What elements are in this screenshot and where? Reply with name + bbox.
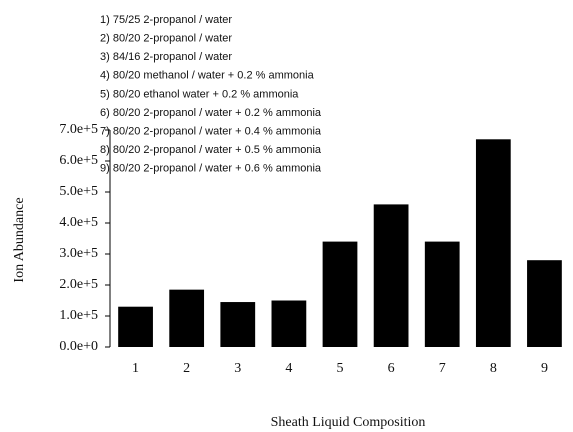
y-tick-label: 1.0e+5 [59,308,98,323]
bar [220,302,256,347]
y-tick-label: 5.0e+5 [59,184,98,199]
x-tick-label: 8 [490,361,497,376]
y-axis-title: Ion Abundance [12,197,27,282]
x-tick-label: 6 [388,361,395,376]
legend-note: 6) 80/20 2-propanol / water + 0.2 % ammo… [100,107,322,119]
bar [271,300,307,347]
y-tick-label: 6.0e+5 [59,153,98,168]
bar [169,289,205,347]
legend-note: 9) 80/20 2-propanol / water + 0.6 % ammo… [100,163,322,175]
bar [373,204,409,347]
legend-note: 4) 80/20 methanol / water + 0.2 % ammoni… [100,70,315,82]
legend-note: 5) 80/20 ethanol water + 0.2 % ammonia [100,88,299,100]
legend-note: 7) 80/20 2-propanol / water + 0.4 % ammo… [100,126,322,138]
x-tick-label: 3 [234,361,241,376]
x-tick-label: 1 [132,361,139,376]
y-tick-label: 7.0e+5 [59,122,98,137]
legend-note: 2) 80/20 2-propanol / water [100,33,232,45]
legend-note: 3) 84/16 2-propanol / water [100,51,232,63]
bar [424,241,460,347]
x-tick-label: 7 [439,361,446,376]
x-tick-label: 5 [337,361,344,376]
bar [322,241,358,347]
x-axis-title: Sheath Liquid Composition [271,415,426,430]
x-tick-label: 2 [183,361,190,376]
bar [475,139,511,347]
bar [118,306,153,347]
legend-note: 8) 80/20 2-propanol / water + 0.5 % ammo… [100,144,322,156]
legend-note: 1) 75/25 2-propanol / water [100,14,232,26]
bar [527,260,562,347]
x-tick-label: 9 [541,361,548,376]
y-tick-label: 3.0e+5 [59,246,98,261]
y-tick-label: 4.0e+5 [59,215,98,230]
x-tick-label: 4 [285,361,292,376]
y-tick-label: 0.0e+0 [59,339,98,354]
y-tick-label: 2.0e+5 [59,277,98,292]
